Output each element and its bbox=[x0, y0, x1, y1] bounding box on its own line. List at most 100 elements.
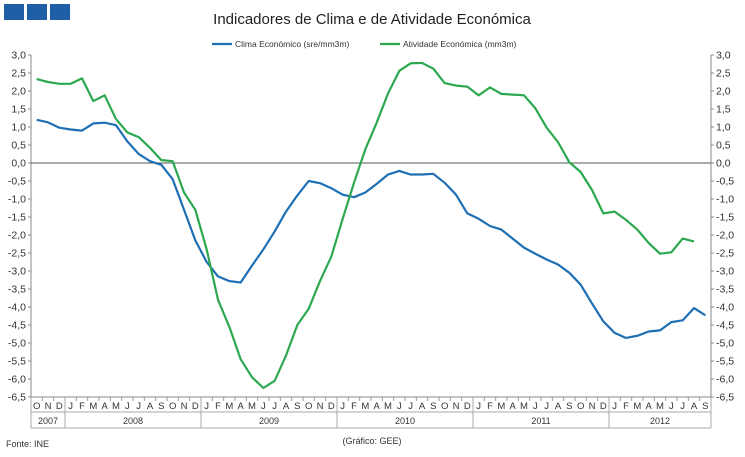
x-tick-label: N bbox=[589, 401, 596, 412]
x-tick-label: O bbox=[305, 401, 312, 412]
y-tick-label-left: -5,0 bbox=[8, 338, 26, 350]
x-tick-label: F bbox=[351, 401, 357, 412]
y-tick-label-left: 1,5 bbox=[11, 104, 26, 116]
x-tick-label: A bbox=[645, 401, 652, 412]
x-tick-label: M bbox=[89, 401, 97, 412]
x-tick-label: F bbox=[215, 401, 221, 412]
y-tick-label-left: -3,0 bbox=[8, 266, 26, 278]
x-tick-label: M bbox=[112, 401, 120, 412]
y-tick-label-left: 0,0 bbox=[11, 158, 26, 170]
year-label: 2012 bbox=[650, 416, 670, 426]
x-tick-label: A bbox=[147, 401, 154, 412]
x-tick-label: J bbox=[136, 401, 141, 412]
x-tick-label: J bbox=[261, 401, 266, 412]
y-tick-label-left: 1,0 bbox=[11, 122, 26, 134]
x-tick-label: M bbox=[361, 401, 369, 412]
y-tick-label-right: -5,5 bbox=[716, 356, 734, 368]
x-tick-label: S bbox=[158, 401, 164, 412]
x-tick-label: J bbox=[272, 401, 277, 412]
y-tick-label-right: -6,0 bbox=[716, 374, 734, 386]
y-tick-label-right: -1,5 bbox=[716, 212, 734, 224]
x-tick-label: J bbox=[669, 401, 674, 412]
x-tick-label: S bbox=[430, 401, 436, 412]
y-tick-label-left: 3,0 bbox=[11, 50, 26, 62]
logo-square bbox=[27, 4, 47, 20]
legend-label-clima: Clima Económico (sre/mm3m) bbox=[235, 39, 349, 49]
x-tick-label: J bbox=[680, 401, 685, 412]
x-tick-label: A bbox=[237, 401, 244, 412]
y-tick-label-right: -4,0 bbox=[716, 302, 734, 314]
y-tick-label-right: -1,0 bbox=[716, 194, 734, 206]
x-tick-label: M bbox=[633, 401, 641, 412]
y-tick-label-left: 0,5 bbox=[11, 140, 26, 152]
y-tick-label-right: -4,5 bbox=[716, 320, 734, 332]
x-tick-label: J bbox=[340, 401, 345, 412]
y-tick-label-right: -0,5 bbox=[716, 176, 734, 188]
y-tick-label-right: 2,5 bbox=[716, 68, 731, 80]
x-tick-label: M bbox=[497, 401, 505, 412]
y-tick-label-right: -6,5 bbox=[716, 392, 734, 404]
x-tick-label: A bbox=[373, 401, 380, 412]
y-tick-label-left: -2,0 bbox=[8, 230, 26, 242]
x-tick-label: D bbox=[192, 401, 199, 412]
chart-title: Indicadores de Clima e de Atividade Econ… bbox=[213, 11, 531, 28]
legend: Clima Económico (sre/mm3m) Atividade Eco… bbox=[212, 39, 517, 49]
x-tick-label: J bbox=[204, 401, 209, 412]
year-label: 2011 bbox=[531, 416, 550, 426]
x-tick-label: S bbox=[566, 401, 572, 412]
x-tick-label: M bbox=[225, 401, 233, 412]
y-tick-label-left: 2,0 bbox=[11, 86, 26, 98]
x-tick-label: J bbox=[68, 401, 73, 412]
source-note: Fonte: INE bbox=[6, 439, 49, 449]
y-tick-label-left: -1,0 bbox=[8, 194, 26, 206]
x-tick-label: D bbox=[56, 401, 63, 412]
x-tick-label: O bbox=[441, 401, 448, 412]
y-tick-label-left: -3,5 bbox=[8, 284, 26, 296]
x-tick-label: J bbox=[476, 401, 481, 412]
x-tick-label: D bbox=[600, 401, 607, 412]
y-tick-label-left: -4,5 bbox=[8, 320, 26, 332]
x-tick-label: M bbox=[384, 401, 392, 412]
x-tick-label: D bbox=[464, 401, 471, 412]
series-line-atividade bbox=[36, 61, 695, 390]
y-tick-label-right: -3,5 bbox=[716, 284, 734, 296]
x-tick-label: N bbox=[453, 401, 460, 412]
y-tick-label-right: 1,5 bbox=[716, 104, 731, 116]
y-tick-label-left: -6,5 bbox=[8, 392, 26, 404]
y-tick-label-right: 0,0 bbox=[716, 158, 731, 170]
x-tick-label: J bbox=[612, 401, 617, 412]
x-tick-label: J bbox=[533, 401, 538, 412]
y-tick-label-right: -2,0 bbox=[716, 230, 734, 242]
y-tick-label-right: -2,5 bbox=[716, 248, 734, 260]
x-tick-label: J bbox=[397, 401, 402, 412]
y-tick-label-left: 2,5 bbox=[11, 68, 26, 80]
x-tick-label: N bbox=[45, 401, 52, 412]
y-tick-label-right: 0,5 bbox=[716, 140, 731, 152]
year-label: 2007 bbox=[38, 416, 58, 426]
y-ticks: 3,0 3,0 2,5 2,5 2,0 2,0 1,5 1,5 1,0 1,0 0,5 0,5 0,0 0… bbox=[8, 50, 734, 404]
x-tick-label: A bbox=[691, 401, 698, 412]
logo-square bbox=[50, 4, 70, 20]
x-tick-label: A bbox=[419, 401, 426, 412]
y-tick-label-left: -4,0 bbox=[8, 302, 26, 314]
x-tick-label: S bbox=[702, 401, 708, 412]
x-tick-label: M bbox=[520, 401, 528, 412]
x-tick-label: M bbox=[656, 401, 664, 412]
year-label: 2008 bbox=[123, 416, 143, 426]
y-tick-label-left: -1,5 bbox=[8, 212, 26, 224]
y-tick-label-right: 1,0 bbox=[716, 122, 731, 134]
x-tick-label: N bbox=[181, 401, 188, 412]
year-label: 2009 bbox=[259, 416, 279, 426]
y-tick-label-left: -2,5 bbox=[8, 248, 26, 260]
y-tick-label-right: 3,0 bbox=[716, 50, 731, 62]
logo bbox=[4, 4, 70, 20]
x-tick-label: J bbox=[544, 401, 549, 412]
x-tick-label: M bbox=[248, 401, 256, 412]
year-label: 2010 bbox=[395, 416, 415, 426]
x-tick-label: O bbox=[169, 401, 176, 412]
credit-note: (Gráfico: GEE) bbox=[342, 436, 401, 446]
legend-label-atividade: Atividade Económica (mm3m) bbox=[403, 39, 517, 49]
x-tick-label: F bbox=[623, 401, 629, 412]
series-lines bbox=[36, 61, 706, 390]
